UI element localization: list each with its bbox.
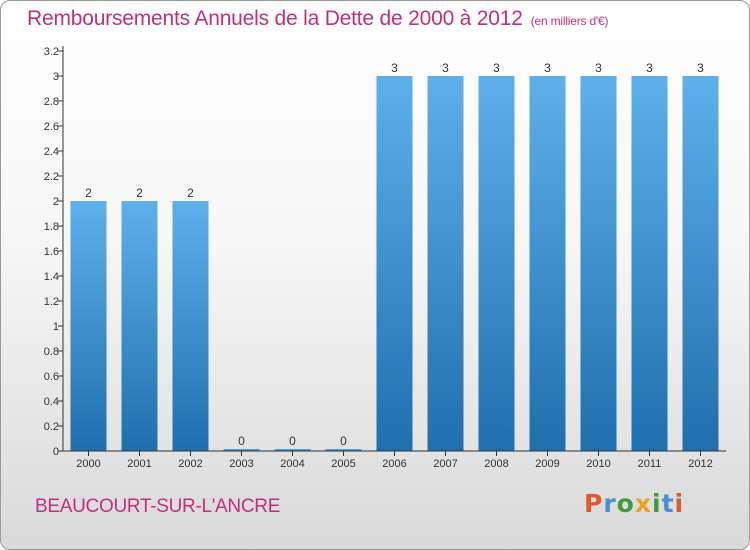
y-tick-label-2.8: 2.8 bbox=[44, 96, 59, 108]
x-tick-label-2003: 2003 bbox=[229, 458, 253, 470]
bar-2004 bbox=[274, 449, 311, 451]
data-label-2005: 0 bbox=[340, 434, 347, 448]
y-tick-label-3: 3 bbox=[53, 71, 59, 83]
data-label-2006: 3 bbox=[391, 61, 398, 75]
y-tick-label-1.4: 1.4 bbox=[44, 271, 59, 283]
y-tick-label-0.8: 0.8 bbox=[44, 346, 59, 358]
data-label-2001: 2 bbox=[136, 186, 143, 200]
x-tick-label-2000: 2000 bbox=[76, 458, 100, 470]
data-label-2003: 0 bbox=[238, 434, 245, 448]
y-tick-label-1: 1 bbox=[53, 321, 59, 333]
y-tick-label-1.6: 1.6 bbox=[44, 246, 59, 258]
x-tick-label-2002: 2002 bbox=[178, 458, 202, 470]
y-tick-label-1.8: 1.8 bbox=[44, 221, 59, 233]
bar-2005 bbox=[325, 449, 362, 451]
x-tick-label-2007: 2007 bbox=[433, 458, 457, 470]
y-tick-label-2.2: 2.2 bbox=[44, 171, 59, 183]
bar-2002 bbox=[172, 201, 209, 451]
bar-2003 bbox=[223, 449, 260, 451]
bar-2008 bbox=[478, 76, 515, 451]
axes-group: 2000 2001 2002 2003 2004 2005 2006 2007 2008 2009… bbox=[44, 46, 726, 470]
x-tick-label-2001: 2001 bbox=[127, 458, 151, 470]
chart-title: Remboursements Annuels de la Dette de 20… bbox=[27, 7, 608, 31]
data-label-2009: 3 bbox=[544, 61, 551, 75]
data-label-2010: 3 bbox=[595, 61, 602, 75]
y-tick-label-1.2: 1.2 bbox=[44, 296, 59, 308]
data-label-2002: 2 bbox=[187, 186, 194, 200]
data-label-2012: 3 bbox=[697, 61, 704, 75]
bar-2010 bbox=[580, 76, 617, 451]
chart-title-text: Remboursements Annuels de la Dette de 20… bbox=[27, 7, 523, 30]
y-tick-label-2.6: 2.6 bbox=[44, 121, 59, 133]
x-tick-label-2011: 2011 bbox=[638, 458, 662, 470]
bar-2012 bbox=[682, 76, 719, 451]
bar-2009 bbox=[529, 76, 566, 451]
bar-2007 bbox=[427, 76, 464, 451]
bars-group: 2 2 2 0 0 0 3 3 3 3 3 3 3 bbox=[70, 61, 719, 451]
data-label-2004: 0 bbox=[289, 434, 296, 448]
x-tick-label-2009: 2009 bbox=[535, 458, 559, 470]
bar-2006 bbox=[376, 76, 413, 451]
x-tick-label-2004: 2004 bbox=[280, 458, 304, 470]
x-tick-label-2010: 2010 bbox=[586, 458, 610, 470]
proxiti-logo: Proxiti bbox=[584, 489, 685, 518]
bar-2001 bbox=[121, 201, 158, 451]
bar-2000 bbox=[70, 201, 107, 451]
bar-2011 bbox=[631, 76, 668, 451]
x-tick-label-2012: 2012 bbox=[688, 458, 712, 470]
y-tick-label-2.4: 2.4 bbox=[44, 146, 59, 158]
data-label-2007: 3 bbox=[442, 61, 449, 75]
x-tick-label-2006: 2006 bbox=[382, 458, 406, 470]
y-tick-label-0.2: 0.2 bbox=[44, 421, 59, 433]
data-label-2008: 3 bbox=[493, 61, 500, 75]
x-tick-label-2005: 2005 bbox=[331, 458, 355, 470]
y-tick-label-0: 0 bbox=[53, 446, 59, 458]
commune-name: BEAUCOURT-SUR-L'ANCRE bbox=[35, 496, 281, 517]
chart-unit: (en milliers d'€) bbox=[530, 14, 609, 28]
data-label-2011: 3 bbox=[646, 61, 653, 75]
y-tick-label-0.4: 0.4 bbox=[44, 396, 59, 408]
data-label-2000: 2 bbox=[85, 186, 92, 200]
x-tick-label-2008: 2008 bbox=[484, 458, 508, 470]
y-tick-label-2: 2 bbox=[53, 196, 59, 208]
y-tick-label-3.2: 3.2 bbox=[44, 46, 59, 58]
y-tick-label-0.6: 0.6 bbox=[44, 371, 59, 383]
